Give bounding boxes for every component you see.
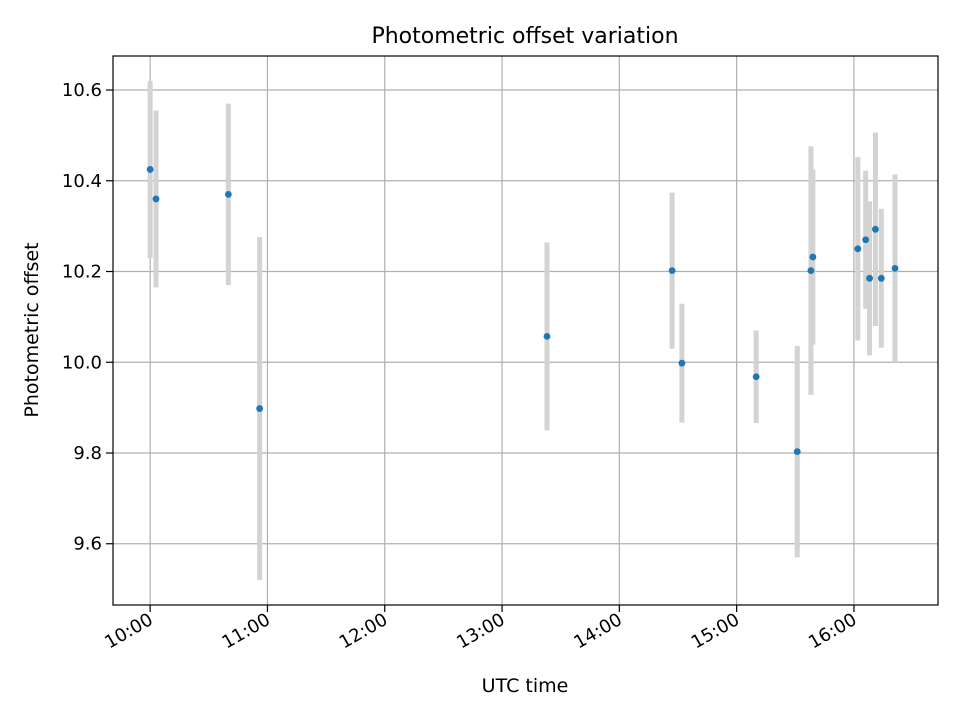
data-point bbox=[854, 245, 862, 253]
data-point bbox=[224, 190, 232, 198]
data-point bbox=[146, 166, 154, 173]
data-point bbox=[872, 225, 879, 233]
data-point bbox=[807, 267, 815, 275]
data-point bbox=[543, 332, 551, 340]
data-point bbox=[793, 448, 801, 456]
y-axis: 9.6 9.8 10.0 10.2 10.4 10.6 bbox=[62, 80, 113, 555]
plot-area bbox=[113, 56, 938, 605]
y-tick-label: 10.2 bbox=[62, 262, 102, 283]
y-tick-label: 9.6 bbox=[73, 534, 102, 555]
y-tick-label: 9.8 bbox=[73, 443, 102, 464]
data-point bbox=[866, 274, 873, 282]
y-tick-label: 10.6 bbox=[62, 80, 102, 101]
y-axis-label: Photometric offset bbox=[21, 242, 43, 417]
data-point bbox=[891, 264, 899, 272]
data-point bbox=[668, 267, 676, 275]
y-tick-label: 10.0 bbox=[62, 352, 102, 373]
data-point bbox=[752, 373, 760, 381]
data-point bbox=[152, 195, 160, 203]
grid bbox=[113, 56, 938, 605]
data-points bbox=[146, 166, 899, 456]
data-point bbox=[862, 236, 870, 244]
data-point bbox=[256, 405, 264, 412]
data-point bbox=[678, 359, 686, 367]
plot-frame bbox=[112, 55, 939, 606]
data-point bbox=[809, 253, 817, 261]
x-axis-label: UTC time bbox=[482, 675, 569, 697]
y-tick-label: 10.4 bbox=[62, 171, 102, 192]
chart-title: Photometric offset variation bbox=[371, 24, 678, 49]
data-point bbox=[877, 274, 885, 282]
